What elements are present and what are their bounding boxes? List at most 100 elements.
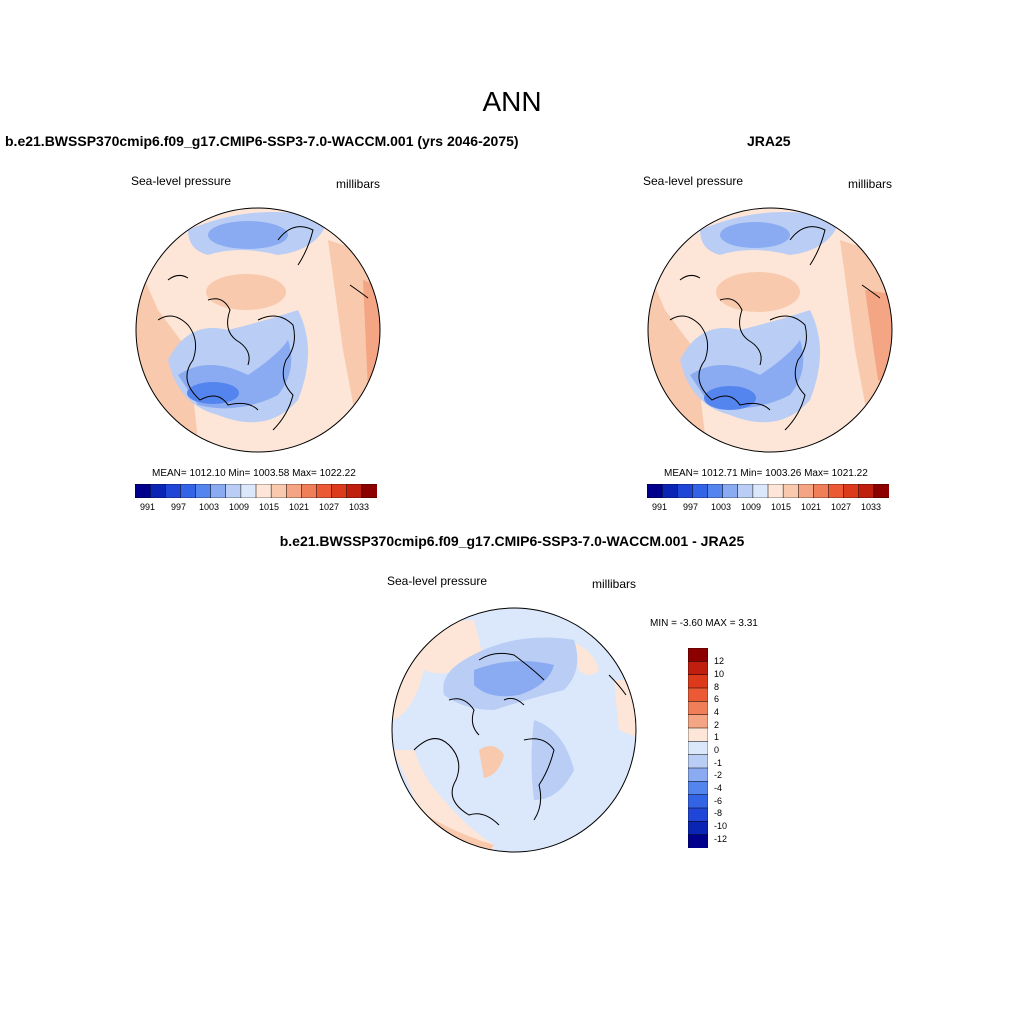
colorbar-swatch (225, 483, 242, 499)
model-colorbar-tick: 1027 (319, 502, 340, 512)
colorbar-swatch (255, 483, 272, 499)
colorbar-swatch (687, 661, 709, 676)
diff-stats: MIN = -3.60 MAX = 3.31 (650, 618, 758, 629)
obs-colorbar-swatches (646, 483, 890, 499)
diff-panel-title: b.e21.BWSSP370cmip6.f09_g17.CMIP6-SSP3-7… (279, 533, 745, 549)
colorbar-swatch (687, 701, 709, 716)
colorbar-swatch (286, 483, 303, 499)
colorbar-swatch (661, 483, 678, 499)
model-stats: MEAN= 1012.10 Min= 1003.58 Max= 1022.22 (152, 468, 356, 479)
colorbar-swatch (687, 687, 709, 702)
colorbar-swatch (687, 821, 709, 836)
colorbar-swatch (707, 483, 724, 499)
obs-colorbar-tick: 991 (652, 502, 668, 512)
colorbar-swatch (687, 647, 709, 662)
diff-colorbar-tick: -1 (714, 758, 723, 768)
colorbar-swatch (210, 483, 227, 499)
colorbar-swatch (843, 483, 860, 499)
obs-colorbar-tick: 1027 (831, 502, 852, 512)
colorbar-swatch (828, 483, 845, 499)
colorbar-swatch (687, 781, 709, 796)
colorbar-swatch (165, 483, 182, 499)
colorbar-swatch (180, 483, 197, 499)
colorbar-swatch (346, 483, 363, 499)
diff-colorbar-tick: 4 (714, 707, 720, 717)
colorbar-swatch (646, 483, 663, 499)
diff-colorbar-tick: 2 (714, 720, 720, 730)
obs-stats: MEAN= 1012.71 Min= 1003.26 Max= 1021.22 (664, 468, 868, 479)
diff-colorbar-tick: 0 (714, 745, 720, 755)
colorbar-swatch (858, 483, 875, 499)
colorbar-swatch (782, 483, 799, 499)
colorbar-swatch (687, 741, 709, 756)
model-panel-title: b.e21.BWSSP370cmip6.f09_g17.CMIP6-SSP3-7… (5, 133, 519, 149)
colorbar-swatch (270, 483, 287, 499)
diff-polar-map (391, 607, 637, 853)
colorbar-swatch (149, 483, 166, 499)
model-colorbar-tick: 1009 (229, 502, 250, 512)
model-colorbar-swatches (134, 483, 378, 499)
colorbar-swatch (687, 674, 709, 689)
colorbar-swatch (240, 483, 257, 499)
colorbar-swatch (687, 794, 709, 809)
obs-colorbar-tick: 1021 (801, 502, 822, 512)
obs-colorbar-tick: 997 (683, 502, 699, 512)
model-variable-label: Sea-level pressure (131, 174, 232, 188)
model-colorbar-tick: 1003 (199, 502, 220, 512)
diff-colorbar-tick: -12 (714, 834, 728, 844)
diff-units-label: millibars (592, 577, 637, 591)
obs-polar-map (647, 207, 893, 453)
colorbar-swatch (316, 483, 333, 499)
colorbar-swatch (301, 483, 318, 499)
colorbar-swatch (752, 483, 769, 499)
diff-colorbar-tick: -6 (714, 796, 723, 806)
model-colorbar-tick: 991 (140, 502, 156, 512)
model-colorbar-tick: 1021 (289, 502, 310, 512)
diff-colorbar-tick: 12 (714, 656, 725, 666)
colorbar-swatch (687, 834, 709, 849)
diff-colorbar-tick: 8 (714, 682, 720, 692)
obs-colorbar-tick: 1015 (771, 502, 792, 512)
colorbar-swatch (331, 483, 348, 499)
colorbar-swatch (687, 807, 709, 822)
model-units-label: millibars (336, 177, 381, 191)
diff-colorbar-tick: -4 (714, 783, 723, 793)
colorbar-swatch (677, 483, 694, 499)
diff-colorbar-tick: -10 (714, 821, 728, 831)
model-colorbar-tick: 1033 (349, 502, 370, 512)
obs-variable-label: Sea-level pressure (643, 174, 744, 188)
model-colorbar-tick: 1015 (259, 502, 280, 512)
model-colorbar: 991 997 1003 1009 1015 1021 1027 1033 (134, 483, 378, 512)
diff-variable-label: Sea-level pressure (387, 574, 488, 588)
colorbar-swatch (687, 754, 709, 769)
obs-panel-title: JRA25 (747, 133, 791, 149)
main-title: ANN (482, 86, 542, 117)
model-colorbar-tick: 997 (171, 502, 187, 512)
colorbar-swatch (687, 714, 709, 729)
diff-colorbar: 12 10 8 6 4 2 1 0 -1 -2 -4 -6 -8 -10 -12 (687, 647, 727, 853)
colorbar-swatch (687, 767, 709, 782)
colorbar-swatch (195, 483, 212, 499)
obs-units-label: millibars (848, 177, 893, 191)
colorbar-swatch (813, 483, 830, 499)
diff-colorbar-tick: 10 (714, 669, 725, 679)
colorbar-swatch (722, 483, 739, 499)
obs-colorbar-tick: 1009 (741, 502, 762, 512)
colorbar-swatch (798, 483, 815, 499)
colorbar-swatch (692, 483, 709, 499)
diff-colorbar-tick: -8 (714, 808, 723, 818)
diff-colorbar-tick: -2 (714, 770, 723, 780)
obs-colorbar-tick: 1033 (861, 502, 882, 512)
obs-colorbar-tick: 1003 (711, 502, 732, 512)
diff-colorbar-tick: 6 (714, 694, 720, 704)
obs-colorbar: 991 997 1003 1009 1015 1021 1027 1033 (646, 483, 890, 512)
model-polar-map (135, 207, 381, 453)
diff-colorbar-swatches (687, 647, 709, 849)
diff-colorbar-tick: 1 (714, 732, 720, 742)
colorbar-swatch (737, 483, 754, 499)
colorbar-swatch (361, 483, 378, 499)
colorbar-swatch (767, 483, 784, 499)
colorbar-swatch (134, 483, 151, 499)
colorbar-swatch (687, 727, 709, 742)
colorbar-swatch (873, 483, 890, 499)
